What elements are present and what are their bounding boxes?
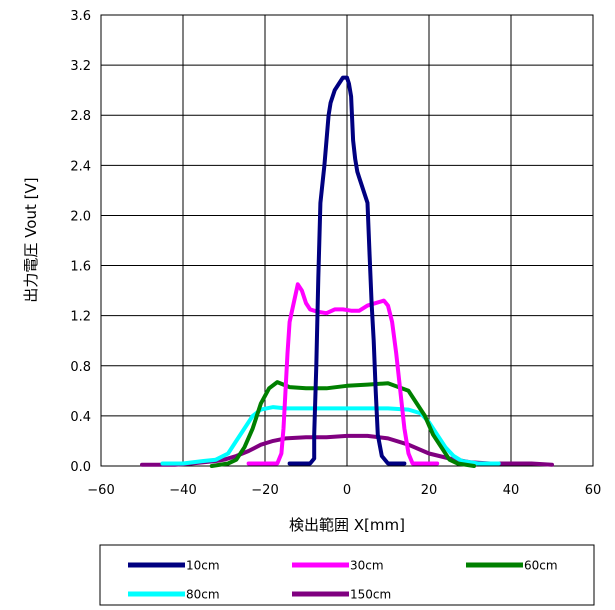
- legend-label-30cm: 30cm: [350, 559, 384, 573]
- y-tick-label: 0.4: [70, 410, 91, 425]
- y-tick-label: 2.0: [70, 209, 91, 224]
- x-axis-title: 検出範囲 X[mm]: [289, 516, 405, 534]
- x-tick-label: 0: [343, 483, 351, 498]
- x-tick-labels: −60 −40 −20 0 20 40 60: [87, 483, 601, 498]
- y-tick-label: 1.2: [70, 310, 91, 325]
- series-line-60cm: [209, 380, 477, 468]
- legend-label-80cm: 80cm: [186, 588, 220, 602]
- y-tick-labels: 0.0 0.4 0.8 1.2 1.6 2.0 2.4 2.8 3.2 3.6: [70, 9, 91, 475]
- y-axis-title: 出力電圧 Vout [V]: [22, 177, 40, 302]
- legend: 10cm 30cm 60cm 80cm 150cm: [128, 559, 558, 602]
- series-group: [140, 75, 554, 468]
- legend-label-10cm: 10cm: [186, 559, 220, 573]
- gridlines: [101, 15, 593, 466]
- y-tick-label: 2.4: [70, 159, 91, 174]
- x-tick-label: −20: [251, 483, 278, 498]
- series-line-10cm: [287, 75, 407, 466]
- y-tick-label: 0.8: [70, 360, 91, 375]
- series-line-80cm: [160, 405, 501, 466]
- x-tick-label: 40: [503, 483, 520, 498]
- x-tick-label: −60: [87, 483, 114, 498]
- y-tick-label: 3.2: [70, 59, 91, 74]
- x-tick-label: −40: [169, 483, 196, 498]
- legend-label-60cm: 60cm: [524, 559, 558, 573]
- y-tick-label: 1.6: [70, 260, 91, 275]
- x-tick-label: 20: [421, 483, 438, 498]
- y-tick-label: 2.8: [70, 109, 91, 124]
- y-tick-label: 0.0: [70, 460, 91, 475]
- legend-label-150cm: 150cm: [350, 588, 391, 602]
- x-tick-label: 60: [585, 483, 602, 498]
- y-tick-label: 3.6: [70, 9, 91, 24]
- series-line-30cm: [246, 282, 440, 466]
